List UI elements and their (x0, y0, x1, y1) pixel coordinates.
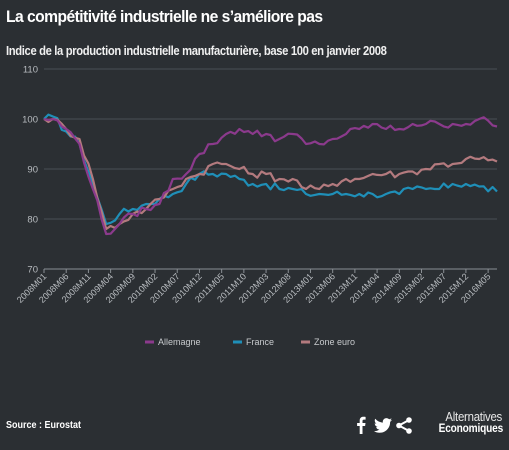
series-line-france (43, 113, 498, 226)
y-tick-label: 110 (23, 65, 38, 76)
y-tick-label: 100 (22, 115, 38, 126)
series-lines (43, 113, 498, 236)
legend-label-zone-euro: Zone euro (314, 337, 355, 347)
y-tick-label: 90 (27, 165, 38, 176)
brand-logo[interactable]: Alternatives Economiques (430, 409, 504, 435)
source-note: Source : Eurostat (6, 420, 82, 431)
series-line-allemagne (43, 116, 498, 236)
chart-title: La compétitivité industrielle ne s’améli… (6, 7, 323, 26)
y-axis-labels: 70 80 90 100 110 (22, 65, 38, 276)
legend: Allemagne France Zone euro (145, 337, 355, 347)
x-axis-labels: 2008M012008M062008M112009M042009M092010M… (15, 269, 493, 305)
facebook-icon[interactable] (356, 416, 366, 434)
share-icon[interactable] (396, 417, 412, 434)
twitter-icon[interactable] (374, 418, 392, 433)
brand-bottom: Economiques (438, 423, 504, 435)
brand-top: Alternatives (445, 409, 502, 424)
chart-subtitle: Indice de la production industrielle man… (6, 44, 387, 58)
line-chart: 70 80 90 100 110 2008M012008M062008M112009M0… (15, 65, 498, 347)
y-tick-label: 70 (27, 265, 38, 276)
legend-label-france: France (246, 337, 274, 347)
y-tick-label: 80 (27, 215, 38, 226)
legend-label-allemagne: Allemagne (158, 337, 201, 347)
